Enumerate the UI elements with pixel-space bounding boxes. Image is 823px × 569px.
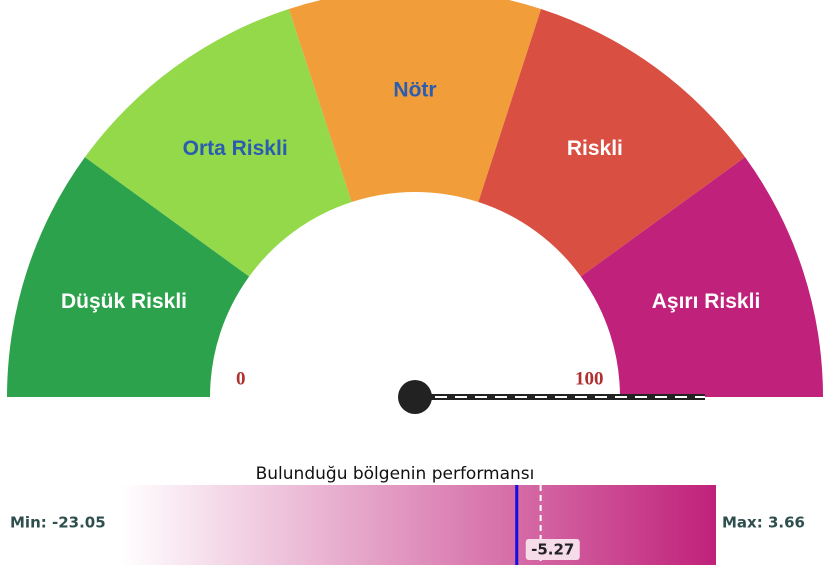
gauge-band: [84, 8, 352, 277]
value-label: -5.27: [531, 541, 574, 559]
band-label: Orta Riskli: [183, 137, 288, 160]
gauge-band: [288, 0, 542, 203]
max-label: Max: 3.66: [722, 514, 805, 532]
gauge-band: [478, 8, 746, 277]
band-label: Düşük Riskli: [61, 290, 187, 313]
gauge-tick-label: 0: [236, 369, 246, 390]
min-label: Min: -23.05: [10, 514, 106, 532]
gauge-tick-label: 100: [575, 369, 604, 390]
gauge-band: [7, 157, 250, 397]
band-label: Nötr: [393, 79, 436, 102]
band-label: Riskli: [567, 137, 623, 160]
needle: [398, 380, 705, 414]
range-bar: [120, 485, 716, 565]
value-label-box: [525, 539, 580, 560]
bar-title: Bulunduğu bölgenin performansı: [256, 464, 535, 484]
band-label: Aşırı Riskli: [652, 290, 761, 313]
needle-hub: [398, 380, 432, 414]
gauge-band: [580, 157, 823, 397]
